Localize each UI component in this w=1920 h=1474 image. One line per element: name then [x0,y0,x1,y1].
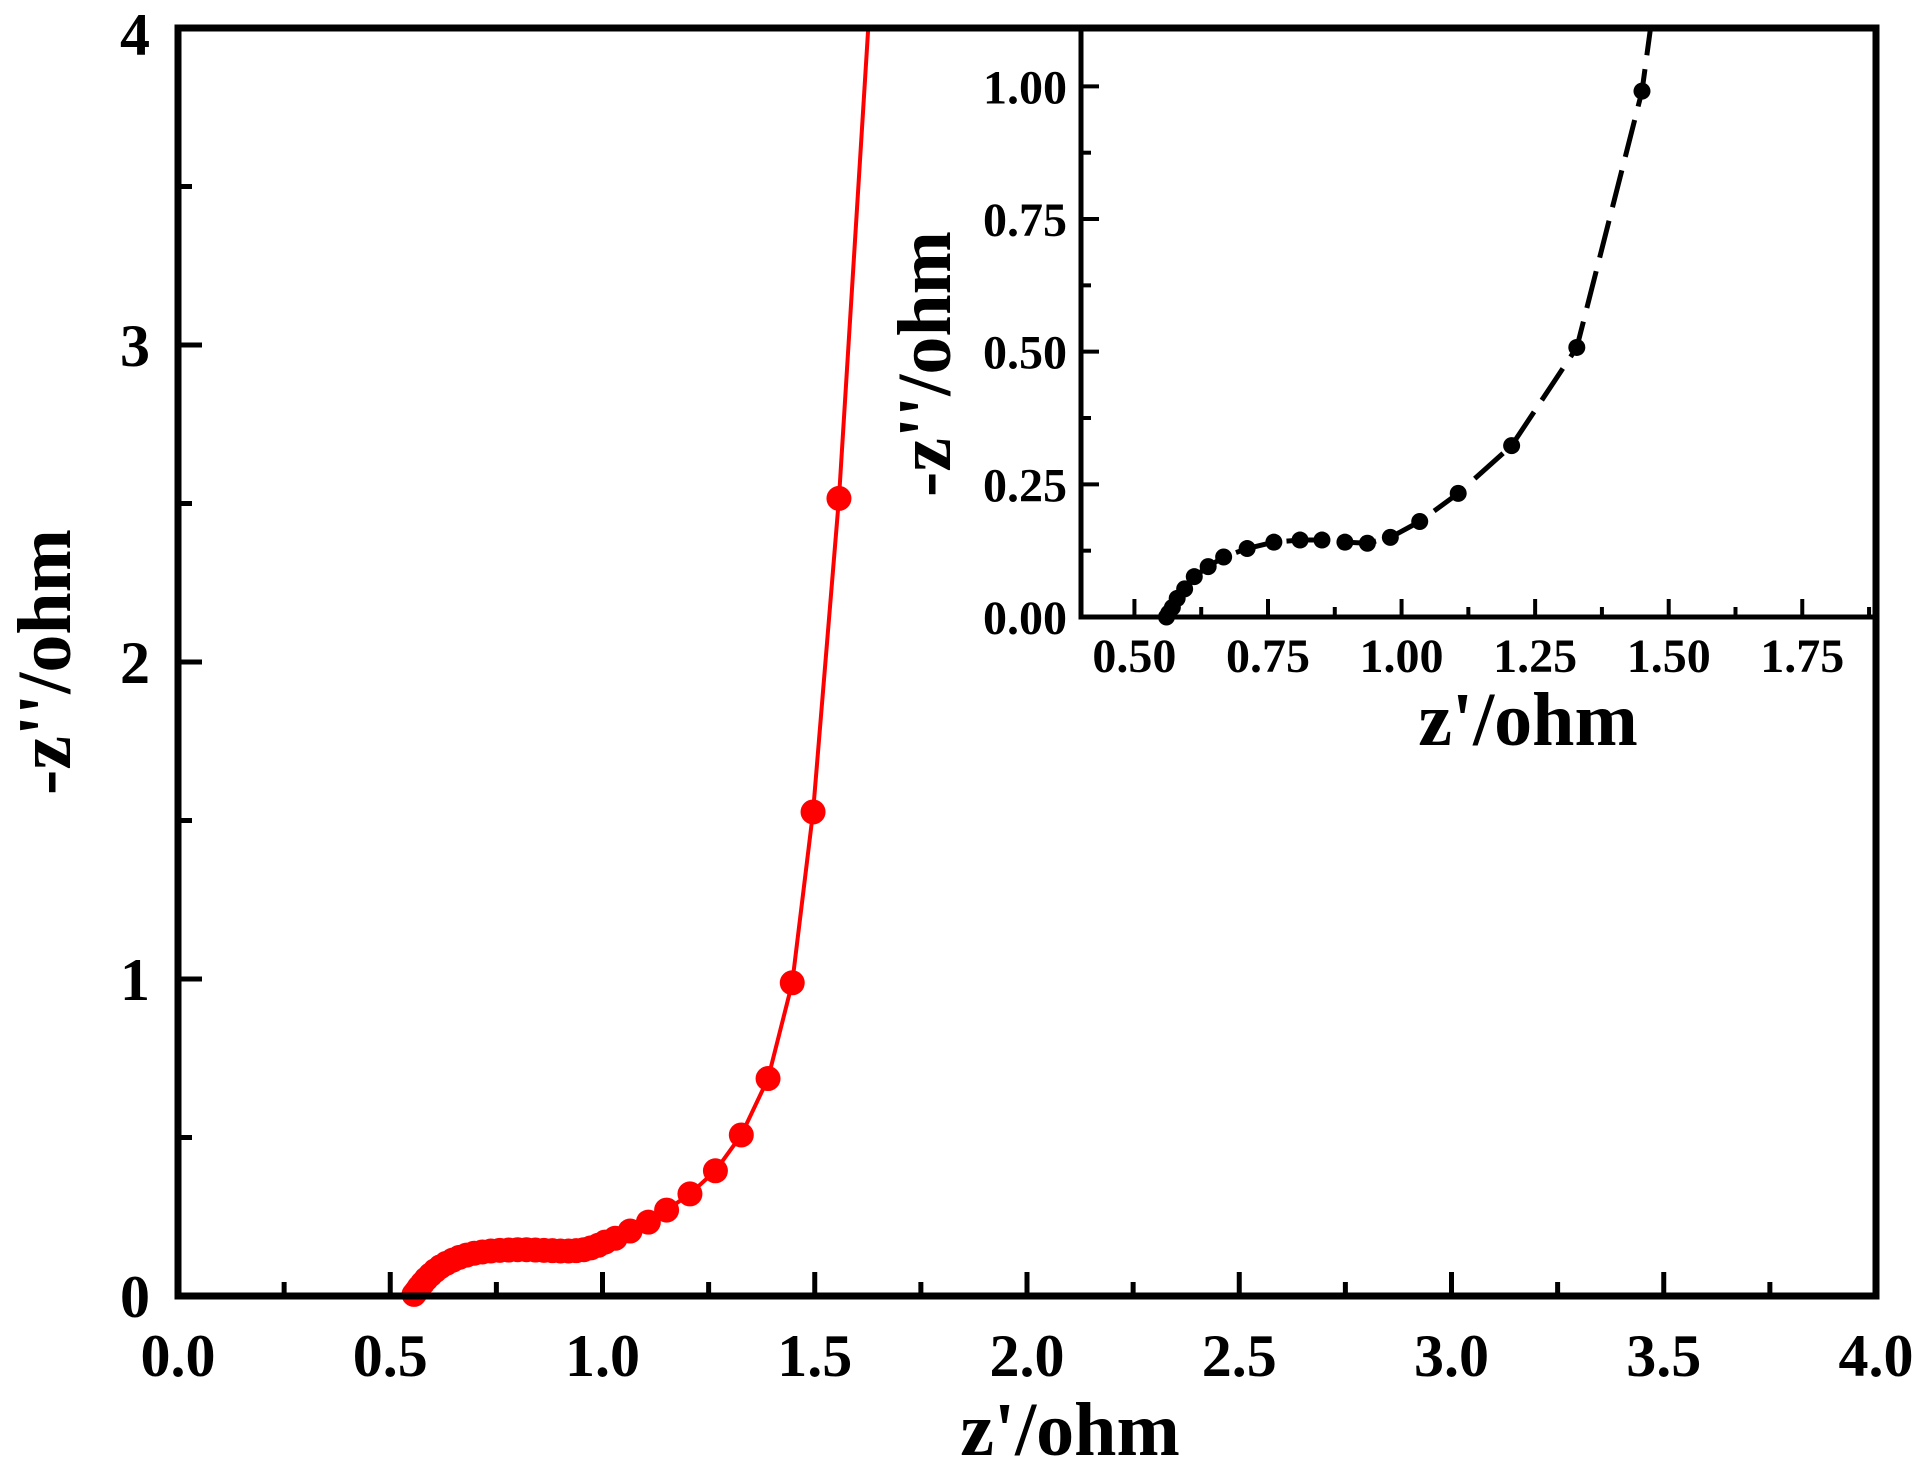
main-y-tick-label: 0 [120,1264,150,1330]
main-data-point [635,1209,661,1235]
main-x-tick-label: 2.5 [1202,1323,1277,1389]
main-x-tick-label: 3.0 [1414,1323,1489,1389]
main-data-point [702,1158,728,1184]
main-x-tick-label: 2.0 [990,1323,1065,1389]
main-data-point [654,1197,680,1223]
inset-y-axis-title: -z''/ohm [883,231,967,497]
main-data-point [728,1122,754,1148]
inset-y-tick-label: 0.75 [983,194,1067,247]
inset-data-point [1449,484,1467,502]
inset-x-tick-label: 0.50 [1092,630,1176,683]
inset-x-tick-label: 1.50 [1627,630,1711,683]
main-y-tick-label: 4 [120,2,150,68]
main-x-tick-label: 1.0 [565,1323,640,1389]
inset-data-point [1313,531,1331,549]
main-x-tick-label: 4.0 [1839,1323,1914,1389]
inset-data-point [1633,82,1651,100]
inset-data-point [1568,338,1586,356]
inset-x-tick-label: 0.75 [1226,630,1310,683]
inset-data-point [1291,531,1309,549]
inset-x-tick-label: 1.75 [1760,630,1844,683]
main-x-tick-label: 3.5 [1626,1323,1701,1389]
inset-data-point [1411,512,1429,530]
main-plot: 0.0 0.5 1.0 1.5 2.0 2.5 3.0 3.5 4.0 0 1 2 3 4 z'/ohm -z… [3,2,1914,1472]
inset-axes-frame [1078,25,1879,620]
inset-x-tick-label: 1.25 [1493,630,1577,683]
inset-plot: 0.50 0.75 1.00 1.25 1.50 1.75 0.00 0.25 0.50 0.75… [883,25,1879,762]
inset-x-tick-label: 1.00 [1360,630,1444,683]
main-y-tick-label: 1 [120,947,150,1013]
main-data-point [800,799,826,825]
inset-y-tick-label: 0.25 [983,459,1067,512]
inset-data-point [1185,568,1203,586]
inset-x-axis-title: z'/ohm [1418,678,1638,762]
inset-y-tick-label: 1.00 [983,61,1067,114]
main-y-tick-label: 3 [120,313,150,379]
inset-data-point [1215,548,1233,566]
main-x-tick-label: 0.5 [353,1323,428,1389]
inset-data-point [1336,533,1354,551]
inset-data-point [1503,437,1521,455]
main-x-tick-label: 0.0 [141,1323,216,1389]
main-data-point [677,1181,703,1207]
inset-y-tick-label: 0.50 [983,327,1067,380]
inset-data-point [1265,533,1283,551]
inset-data-point [1238,540,1256,558]
inset-data-point [1176,580,1194,598]
main-x-axis-title: z'/ohm [960,1388,1180,1472]
main-y-tick-label: 2 [120,630,150,696]
inset-y-tick-label: 0.00 [983,592,1067,645]
main-data-point [755,1066,781,1092]
main-y-axis-title: -z''/ohm [3,529,87,795]
inset-data-point [1381,528,1399,546]
main-data-point [779,970,805,996]
inset-data-point [1358,534,1376,552]
main-data-point [826,485,852,511]
main-x-tick-label: 1.5 [777,1323,852,1389]
inset-data-point [1199,558,1217,576]
